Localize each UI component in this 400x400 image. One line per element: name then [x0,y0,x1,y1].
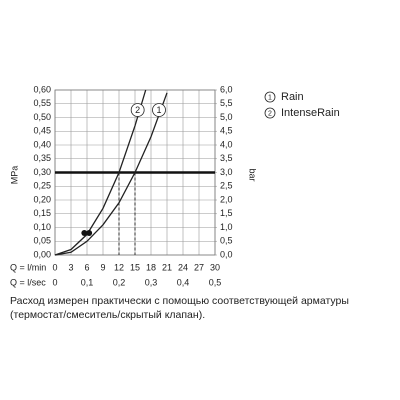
x-tick-label: 0 [52,262,57,272]
y2-tick-label: 3,0 [220,167,233,177]
y-tick-label: 0,30 [33,167,51,177]
x2-tick-label: 0,4 [177,277,190,287]
curve [54,92,168,256]
x2-tick-label: 0,1 [81,277,94,287]
legend-label: Rain [281,91,304,103]
x2-tick-label: 0,2 [113,277,126,287]
x-tick-label: 24 [178,262,188,272]
x-tick-label: 27 [194,262,204,272]
y-tick-label: 0,35 [33,153,51,163]
legend-number: 1 [268,94,272,101]
y-tick-label: 0,55 [33,98,51,108]
y-tick-label: 0,15 [33,208,51,218]
y-tick-label: 0,10 [33,222,51,232]
x2-tick-label: 0,5 [209,277,222,287]
y2-tick-label: 5,5 [220,98,233,108]
x-tick-label: 15 [130,262,140,272]
y2-tick-label: 4,0 [220,139,233,149]
y2-tick-label: 4,5 [220,126,233,136]
y-tick-label: 0,25 [33,181,51,191]
y-tick-label: 0,50 [33,112,51,122]
y-tick-label: 0,20 [33,194,51,204]
legend-circle [264,107,276,119]
x2-tick-label: 0 [52,277,57,287]
marker [81,230,88,236]
legend-circle [264,91,276,103]
y2-tick-label: 1,0 [220,222,233,232]
y-tick-label: 0,60 [33,84,51,94]
y2-tick-label: 0,0 [220,249,233,259]
y-tick-label: 0,45 [33,126,51,136]
y2-tick-label: 3,5 [220,153,233,163]
x-tick-label: 30 [210,262,220,272]
legend-label: IntenseRain [281,107,340,119]
chart: MPa bar Q = l/min Q = l/sec 0,000,050,10… [9,84,340,287]
y-tick-label: 0,00 [33,249,51,259]
curve-label-circle [130,103,145,117]
x-tick-label: 9 [100,262,105,272]
x2-tick-label: 0,3 [145,277,158,287]
marker [86,230,93,236]
curve-label: 2 [135,105,140,115]
y2-axis-label: bar [248,168,258,181]
y2-tick-label: 2,5 [220,181,233,191]
x-row-label: Q = l/min [10,262,46,272]
y-tick-label: 0,05 [33,236,51,246]
y2-tick-label: 2,0 [220,194,233,204]
y2-tick-label: 0,5 [220,236,233,246]
y2-tick-label: 1,5 [220,208,233,218]
footnote: Расход измерен практически с помощью соо… [10,295,349,321]
x-tick-label: 21 [162,262,172,272]
curve-label-circle [152,103,166,117]
curve [54,89,147,256]
curve-label: 1 [156,105,161,115]
legend-number: 2 [268,110,272,117]
x-tick-label: 6 [84,262,89,272]
x-tick-label: 12 [114,262,124,272]
x-row-label: Q = l/sec [10,277,46,287]
y-axis-label: MPa [9,166,19,185]
x-tick-label: 3 [68,262,73,272]
y2-tick-label: 5,0 [220,112,233,122]
x-tick-label: 18 [146,262,156,272]
y2-tick-label: 6,0 [220,84,233,94]
y-tick-label: 0,40 [33,139,51,149]
